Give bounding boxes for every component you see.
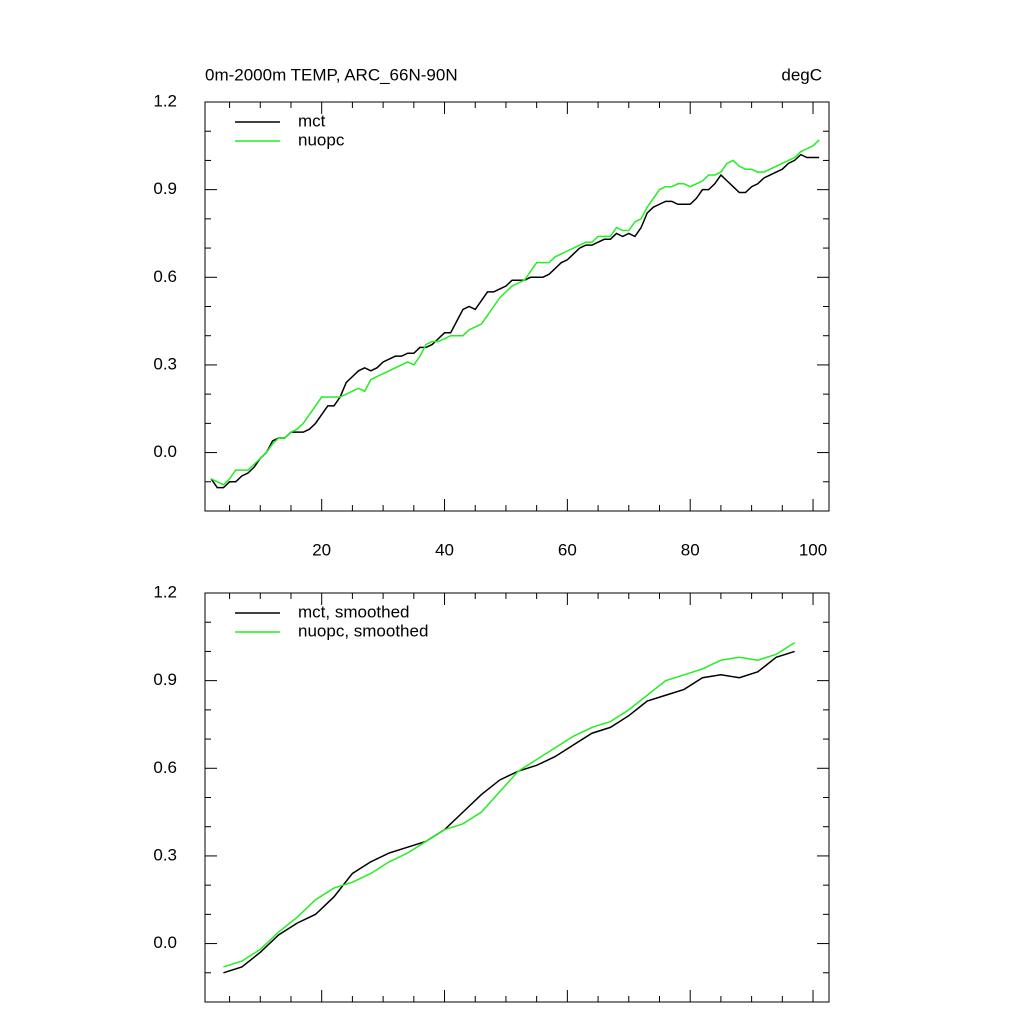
y-tick-label: 0.3 [153,845,177,864]
series-line [210,153,820,489]
chart-title: 0m-2000m TEMP, ARC_66N-90N [205,65,458,84]
y-tick-label: 0.9 [153,179,177,198]
x-tick-label: 20 [312,540,331,559]
legend-label: mct, smoothed [298,602,410,621]
y-tick-label: 1.2 [153,582,177,601]
x-tick-label: 40 [435,540,454,559]
y-tick-label: 1.2 [153,91,177,110]
x-tick-label: 100 [799,540,827,559]
legend-label: mct [298,111,326,130]
y-tick-label: 0.9 [153,670,177,689]
x-tick-label: 80 [681,540,700,559]
legend-label: nuopc [298,130,345,149]
y-tick-label: 0.6 [153,267,177,286]
y-tick-label: 0.6 [153,758,177,777]
series-line [223,650,795,974]
legend-label: nuopc, smoothed [298,621,428,640]
units-label: degC [781,65,822,84]
y-tick-label: 0.0 [153,933,177,952]
series-line [210,139,820,486]
y-tick-label: 0.3 [153,354,177,373]
plot-frame [204,592,830,1003]
series-line [223,642,796,968]
x-tick-label: 60 [558,540,577,559]
y-tick-label: 0.0 [153,442,177,461]
